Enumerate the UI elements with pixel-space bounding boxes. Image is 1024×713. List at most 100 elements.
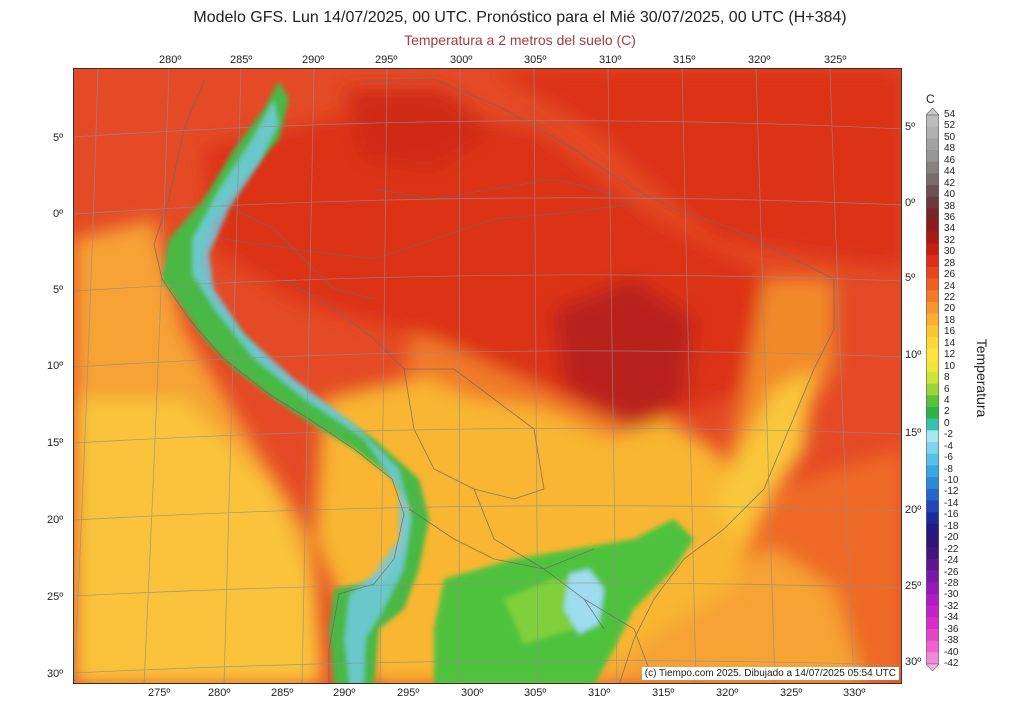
legend-swatch <box>926 325 939 338</box>
legend-value-label: 44 <box>944 166 956 178</box>
legend-value-label: 18 <box>944 314 956 326</box>
border-uruguay <box>583 598 650 670</box>
legend-swatch <box>926 278 939 291</box>
legend-value-label: -36 <box>944 623 959 635</box>
border-colombia <box>233 208 375 300</box>
lat-line-10s <box>74 350 901 368</box>
legend-swatch <box>926 512 939 525</box>
lon-line-300 <box>379 69 388 683</box>
right-lat-label: 25º <box>905 580 922 592</box>
left-lat-label: 25º <box>47 591 64 603</box>
legend-value-label: 8 <box>944 372 950 384</box>
legend-value-label: 26 <box>944 269 956 281</box>
legend-value-label: -32 <box>944 600 959 612</box>
right-lat-label: 10º <box>905 349 922 361</box>
legend-value-label: -12 <box>944 486 959 498</box>
legend-value-label: 28 <box>944 257 956 269</box>
bottom-lon-label: 295º <box>397 687 420 699</box>
legend-swatch <box>926 161 939 174</box>
legend-value-label: -24 <box>944 555 959 567</box>
top-lon-label: 320º <box>748 54 771 66</box>
legend-swatch <box>926 115 939 128</box>
legend-swatch <box>926 336 939 350</box>
legend-swatch <box>926 196 939 209</box>
legend-swatch <box>926 313 939 326</box>
legend-value-label: -26 <box>944 566 959 578</box>
legend-swatch <box>926 593 939 606</box>
lat-line-30s <box>74 660 901 674</box>
legend-swatch <box>926 617 939 630</box>
legend-swatch <box>926 360 939 373</box>
legend-swatch <box>926 488 939 501</box>
lon-line-285 <box>143 69 170 683</box>
legend-value-label: -34 <box>944 612 959 624</box>
legend-swatch <box>926 126 939 139</box>
bottom-lon-label: 285º <box>271 687 294 699</box>
left-lat-label: 0º <box>53 208 64 220</box>
legend-value-label: 52 <box>944 120 956 132</box>
temperature-map: (c) Tiempo.com 2025. Dibujado a 14/07/20… <box>73 68 902 684</box>
legend-value-label: 34 <box>944 223 956 235</box>
border-argentina <box>408 508 605 630</box>
top-lon-label: 295º <box>375 54 398 66</box>
legend-swatch <box>926 558 939 571</box>
legend-value-label: 14 <box>944 337 956 349</box>
legend-swatch <box>926 301 939 314</box>
bottom-lon-label: 320º <box>716 687 739 699</box>
border-brazil-north <box>373 178 615 200</box>
legend-value-label: 42 <box>944 177 956 189</box>
legend-title: Temperatura <box>974 338 990 418</box>
bottom-lon-label: 290º <box>333 687 356 699</box>
legend-value-label: 10 <box>944 360 956 372</box>
legend-swatch <box>926 535 939 548</box>
border-paraguay <box>473 488 595 570</box>
lon-line-310 <box>533 69 539 683</box>
legend-swatch <box>926 570 939 583</box>
country-borders <box>153 78 835 683</box>
lat-line-15s <box>74 427 901 444</box>
lon-line-330 <box>829 69 855 683</box>
legend-swatch <box>926 547 939 560</box>
legend-value-label: -4 <box>944 440 953 452</box>
legend-swatch <box>926 477 939 490</box>
legend-arrow-bottom <box>926 663 939 671</box>
credit-text: (c) Tiempo.com 2025. Dibujado a 14/07/20… <box>641 667 899 680</box>
legend-swatch <box>926 290 939 303</box>
legend-value-label: -6 <box>944 452 953 464</box>
top-lon-label: 305º <box>524 54 547 66</box>
border-brazil-west <box>283 278 545 490</box>
legend-value-label: 30 <box>944 246 956 258</box>
legend-arrow-top <box>926 108 939 116</box>
legend-swatch <box>926 407 939 420</box>
top-lon-label: 315º <box>673 54 696 66</box>
legend-value-label: 46 <box>944 154 956 166</box>
top-lon-label: 300º <box>450 54 473 66</box>
legend-swatch <box>926 208 939 221</box>
coastline-pacific <box>153 80 405 683</box>
legend-swatch <box>926 348 939 361</box>
legend-swatch <box>926 465 939 478</box>
lat-line-0 <box>74 197 901 215</box>
right-lat-label: 5º <box>905 121 916 133</box>
legend-swatch <box>926 500 939 513</box>
legend-value-label: 16 <box>944 326 956 338</box>
right-lat-label: 20º <box>905 504 922 516</box>
legend-swatch <box>926 418 939 431</box>
left-lat-label: 30º <box>47 668 64 680</box>
legend-swatch <box>926 266 939 279</box>
top-lon-label: 310º <box>599 54 622 66</box>
legend-value-label: 2 <box>944 406 950 418</box>
top-lon-label: 290º <box>302 54 325 66</box>
legend-swatch <box>926 231 939 244</box>
left-lat-label: 15º <box>47 437 64 449</box>
top-lon-label: 325º <box>824 54 847 66</box>
legend-value-label: 0 <box>944 417 950 429</box>
legend-swatch <box>926 185 939 198</box>
right-lat-label: 15º <box>905 427 922 439</box>
legend-value-label: 24 <box>944 280 956 292</box>
legend-value-label: -2 <box>944 429 953 441</box>
legend-value-label: -16 <box>944 509 959 521</box>
right-lat-label: 0º <box>905 197 916 209</box>
legend-swatch <box>926 442 939 455</box>
graticule <box>74 69 901 683</box>
